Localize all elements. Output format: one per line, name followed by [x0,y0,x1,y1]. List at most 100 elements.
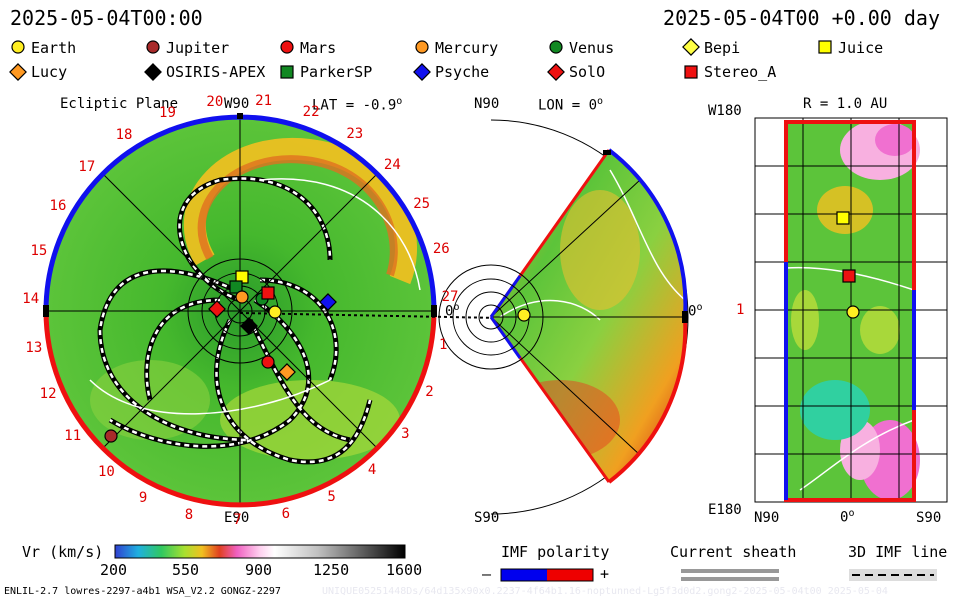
colorbar-graphic [114,544,406,559]
legend-label-osiris-apex: OSIRIS-APEX [166,63,266,81]
legend-marker-earth [11,40,25,54]
legend-label-parkersp: ParkerSP [300,63,373,81]
meridional-lon-label: LON = 0o [538,96,604,114]
legend-label-bepi: Bepi [704,39,741,57]
datetime-right: 2025-05-04T00 +0.00 day [663,6,940,30]
legend-label-venus: Venus [569,39,615,57]
footer-right: UNIQUE05251448Ds/64d135x90x0.2237-4f64b1… [322,586,888,597]
hour-label-7: 7 [233,511,242,528]
ecliptic-bottom-label: E90 [224,510,250,526]
hour-label-1: 1 [439,337,448,354]
colorbar-label: Vr (km/s) [22,543,104,561]
colorbar-tick-200: 200 [100,561,128,579]
ecliptic-panel [43,113,501,508]
meridional-bottom-label: S90 [474,510,500,526]
hour-label-22: 22 [302,104,320,121]
imf-negative-bar [501,569,547,581]
sphere-bottom-left: E180 [708,502,742,518]
marker-psyche [319,293,337,311]
legend-label-solo: SolO [569,63,606,81]
marker-earth [517,308,531,322]
legend-label-stereo-a: Stereo_A [704,63,777,81]
legend-marker-solo [547,63,565,81]
hour-label-21: 21 [255,93,273,110]
hour-label-10: 10 [97,463,115,480]
legend-marker-juice [818,40,832,54]
imf-line-graphic [849,569,937,581]
ecliptic-lat-label: LAT = -0.9o [312,96,403,114]
sphere-title: R = 1.0 AU [803,96,888,112]
legend-marker-parkersp [280,65,294,79]
marker-mercury [235,290,249,304]
hour-label-5: 5 [327,489,336,506]
legend-label-lucy: Lucy [31,63,68,81]
legend-label-mars: Mars [300,39,337,57]
hour-label-13: 13 [25,339,43,356]
marker-stereo-a [842,269,856,283]
marker-earth [268,305,282,319]
legend-marker-venus [549,40,563,54]
hour-label-2: 2 [425,384,434,401]
legend-marker-mercury [415,40,429,54]
colorbar-tick-1250: 1250 [313,561,350,579]
hour-label-14: 14 [22,291,40,307]
sphere-mid-left: 1 [736,302,745,318]
hour-label-16: 16 [49,198,67,215]
imf-positive-bar [547,569,593,581]
hour-label-17: 17 [78,158,96,175]
legend-marker-mars [280,40,294,54]
hour-label-20: 20 [206,93,224,110]
legend-marker-psyche [413,63,431,81]
marker-osiris-apex [240,317,258,335]
hour-label-6: 6 [281,506,291,523]
legend-marker-bepi [682,38,700,56]
hour-label-15: 15 [30,242,48,259]
colorbar-tick-550: 550 [172,561,200,579]
legend-label-mercury: Mercury [435,39,499,57]
legend-label-juice: Juice [838,39,884,57]
marker-solo [208,300,226,318]
imf-3d-title: 3D IMF line [848,543,948,561]
meridional-top-label: N90 [474,96,500,112]
marker-jupiter [104,429,118,443]
hour-label-4: 4 [367,462,377,479]
legend-label-jupiter: Jupiter [166,39,230,57]
ecliptic-title: Ecliptic Plane [60,96,179,112]
legend-label-earth: Earth [31,39,77,57]
imf-minus: – [482,565,492,583]
legend-marker-stereo-a [684,65,698,79]
current-sheath-title: Current sheath [670,543,797,561]
hour-label-18: 18 [115,127,133,144]
marker-juice [836,211,850,225]
hour-label-23: 23 [346,125,364,142]
imf-polarity-graphic [500,568,594,582]
hour-label-25: 25 [413,195,431,212]
marker-parkersp [229,280,243,294]
hour-label-3: 3 [401,426,410,443]
marker-mars [261,355,275,369]
marker-earth [846,305,860,319]
marker-stereo-a [261,286,275,300]
hour-label-8: 8 [184,506,194,523]
legend-marker-jupiter [146,40,160,54]
marker-lucy [278,363,296,381]
hour-label-26: 26 [432,240,450,257]
ecliptic-top-label: W90 [224,96,250,112]
legend-marker-osiris-apex [144,63,162,81]
sphere-x-mid: 0o [840,508,855,526]
colorbar-tick-1600: 1600 [386,561,423,579]
hour-label-27: 27 [441,288,459,305]
current-sheath-graphic [681,569,779,581]
legend-marker-lucy [9,63,27,81]
meridional-right-label: 0o [688,302,703,320]
hour-label-9: 9 [138,490,148,507]
hour-label-19: 19 [159,105,176,122]
datetime-left: 2025-05-04T00:00 [10,6,203,30]
sphere-x-right: S90 [916,510,942,526]
imf-plus: + [600,565,610,583]
imf-title: IMF polarity [501,543,610,561]
ecliptic-right-label: 0o [445,302,460,320]
legend-label-psyche: Psyche [435,63,490,81]
